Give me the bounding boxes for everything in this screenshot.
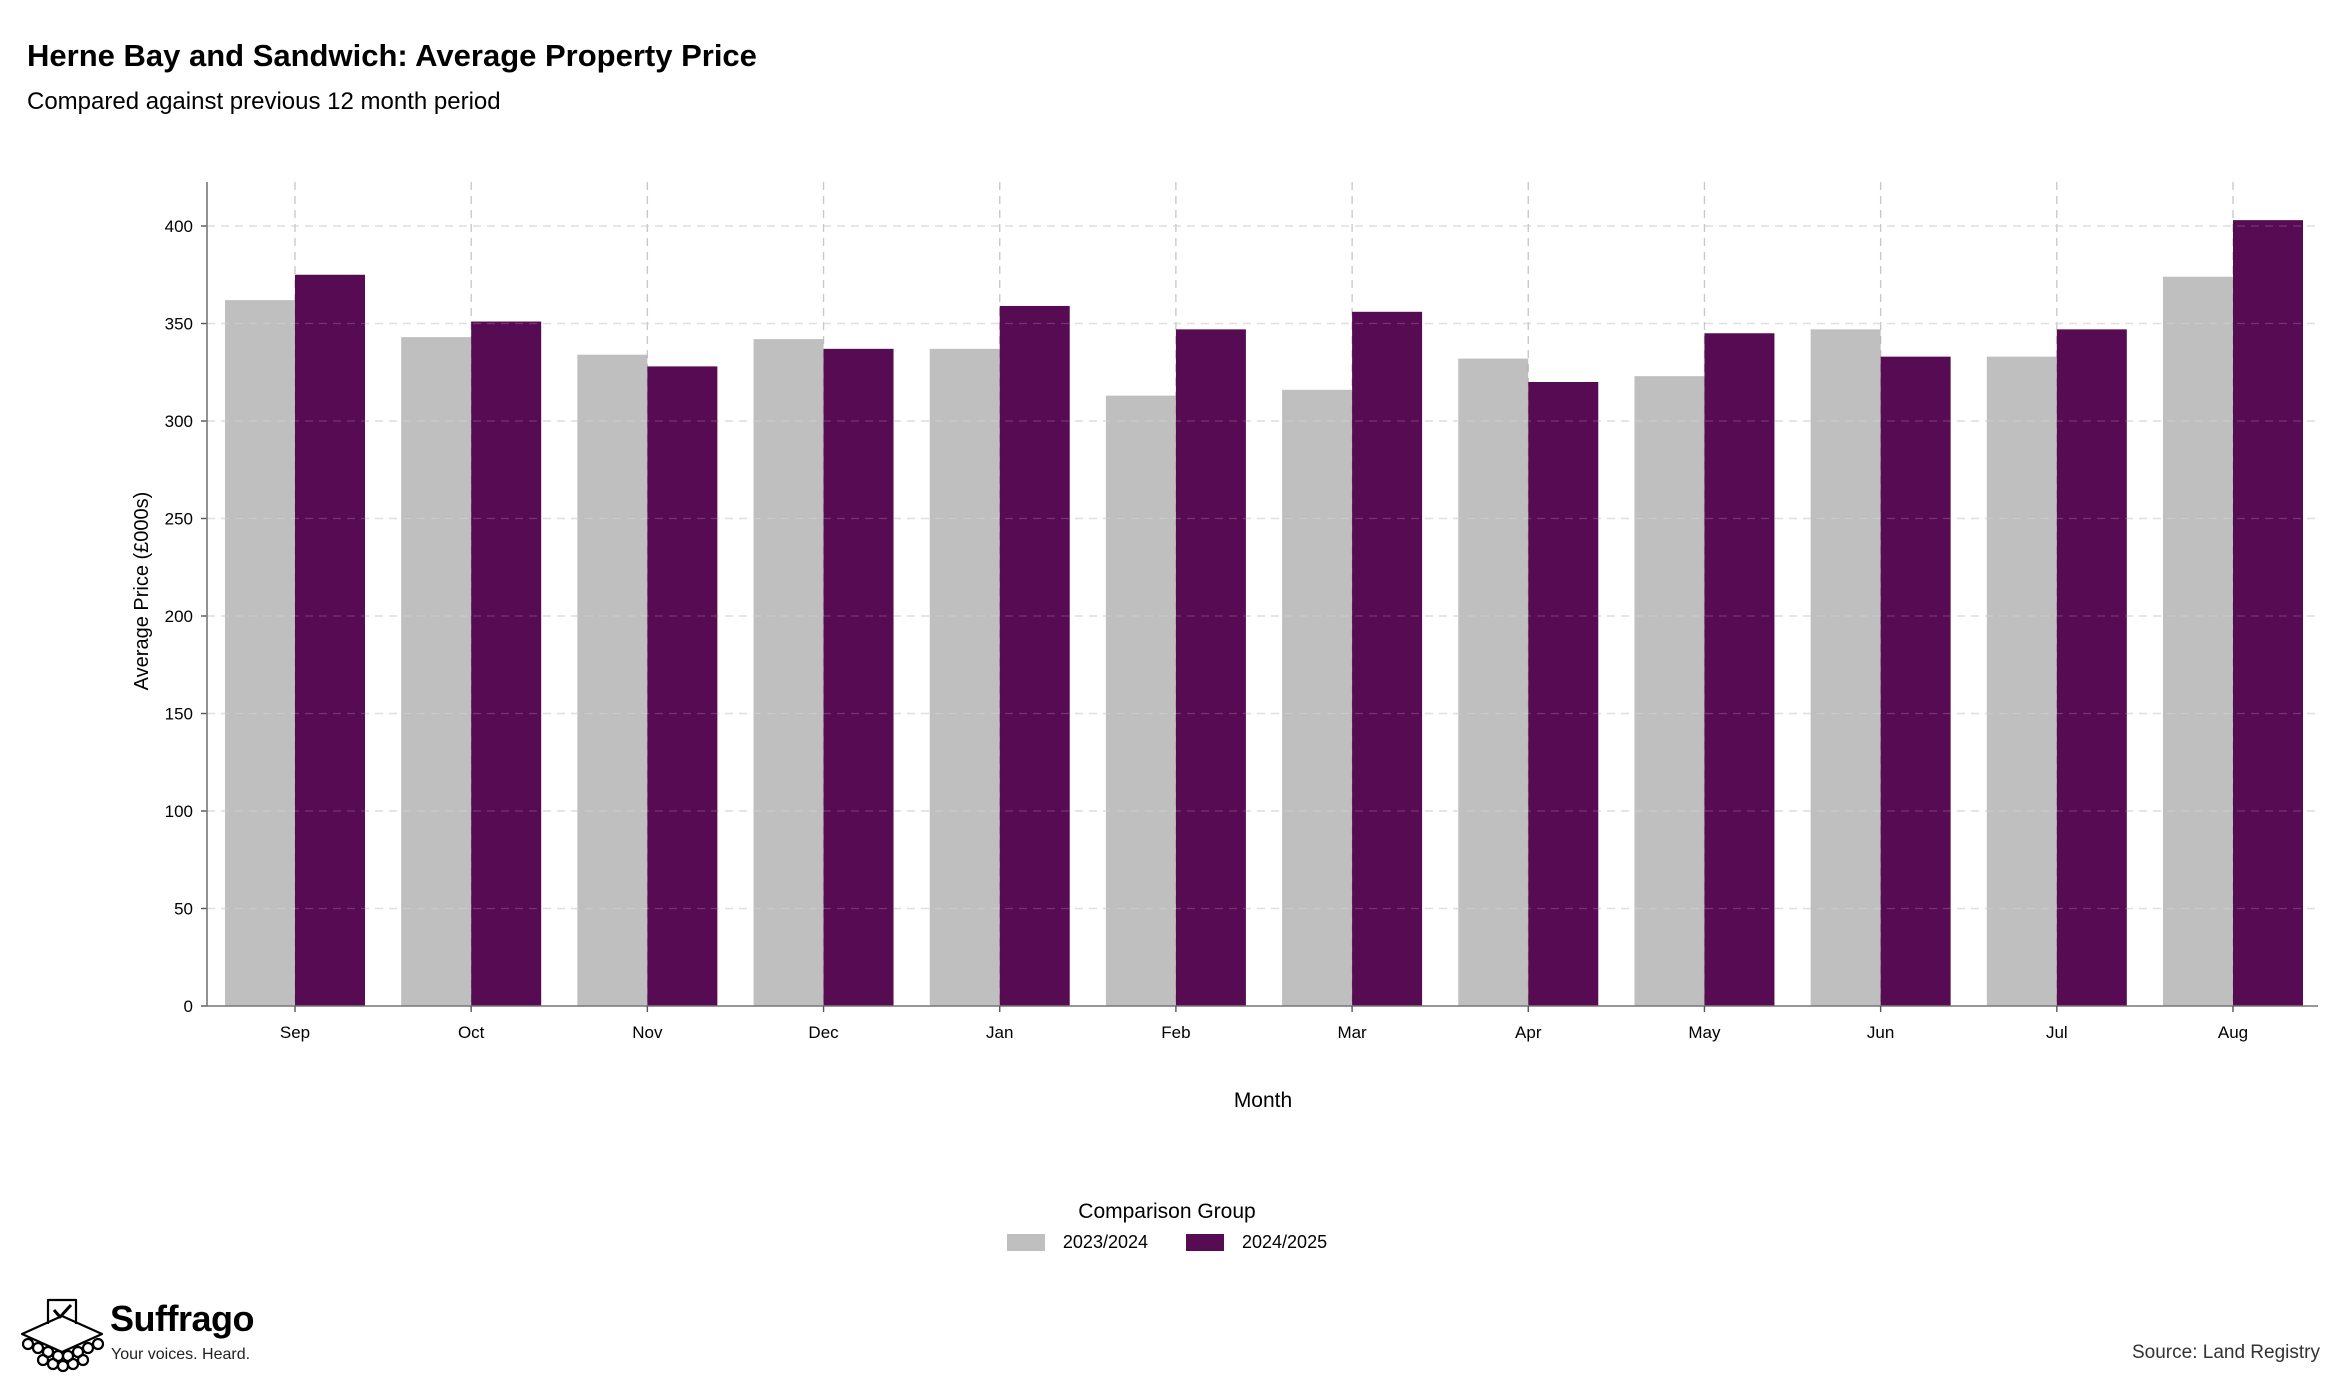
legend-swatch-2023-2024 (1006, 1234, 1045, 1251)
x-tick-label: Nov (632, 1023, 663, 1042)
y-tick-label: 0 (184, 997, 193, 1016)
legend-label-2023-2024: 2023/2024 (1062, 1232, 1148, 1252)
x-tick-label: Dec (808, 1023, 839, 1042)
bar-2023-2024-jan (929, 348, 1000, 1007)
x-tick-label: Jul (2046, 1023, 2068, 1042)
bar-2024-2025-oct (471, 321, 542, 1006)
legend: 2023/2024 2024/2025 (0, 1232, 2334, 1253)
bar-chart: 0 50 100 150 200 250 300 350 400 Sep Oct Nov Dec Jan F… (131, 182, 2318, 1112)
x-tick-label: May (1688, 1023, 1721, 1042)
x-tick-label: Jun (1867, 1023, 1894, 1042)
bar-2024-2025-nov (647, 366, 718, 1006)
x-tick-label: Jan (986, 1023, 1013, 1042)
y-tick-label: 50 (174, 900, 193, 919)
legend-item-2023-2024: 2023/2024 (1006, 1232, 1148, 1253)
bar-2024-2025-jul (2056, 329, 2127, 1007)
bar-2024-2025-feb (1175, 329, 1246, 1007)
chart-subtitle: Compared against previous 12 month perio… (27, 88, 501, 115)
bar-2023-2024-may (1634, 376, 1705, 1006)
x-tick-label: Aug (2218, 1023, 2248, 1042)
legend-title: Comparison Group (1078, 1200, 1256, 1223)
legend-swatch-2024-2025 (1186, 1234, 1224, 1251)
bar-2024-2025-aug (2233, 220, 2303, 1006)
bar-2023-2024-dec (753, 339, 824, 1007)
ballot-box-logo-icon (20, 1298, 105, 1373)
y-axis-label: Average Price (£000s) (131, 492, 153, 691)
source-note: Source: Land Registry (2132, 1342, 2320, 1363)
bar-2024-2025-dec (823, 348, 894, 1007)
bar-2023-2024-nov (577, 354, 648, 1006)
x-tick-label: Feb (1161, 1023, 1190, 1042)
bar-2024-2025-apr (1528, 382, 1599, 1006)
bar-2024-2025-jan (999, 305, 1070, 1006)
bar-2023-2024-aug (2163, 276, 2233, 1006)
bars (207, 182, 2318, 1007)
x-axis-label: Month (1234, 1089, 1292, 1112)
bar-2023-2024-feb (1105, 395, 1176, 1006)
y-tick-label: 350 (165, 315, 193, 334)
bar-2024-2025-may (1704, 333, 1775, 1006)
bar-2023-2024-sep (225, 300, 295, 1007)
y-tick-label: 100 (165, 802, 193, 821)
bar-2023-2024-apr (1458, 358, 1529, 1007)
x-tick-label: Mar (1337, 1023, 1367, 1042)
bar-2024-2025-jun (1880, 356, 1951, 1006)
y-tick-label: 400 (165, 217, 193, 236)
y-tick-label: 150 (165, 705, 193, 724)
y-tick-label: 200 (165, 607, 193, 626)
legend-item-2024-2025: 2024/2025 (1186, 1232, 1327, 1253)
bar-2023-2024-jul (1986, 356, 2057, 1006)
bar-2024-2025-sep (295, 274, 365, 1006)
axes: 0 50 100 150 200 250 300 350 400 Sep Oct Nov Dec Jan F… (165, 182, 2318, 1042)
bar-2023-2024-jun (1810, 329, 1881, 1007)
x-tick-label: Oct (458, 1023, 485, 1042)
bar-2023-2024-oct (401, 337, 472, 1006)
bar-2023-2024-mar (1282, 389, 1353, 1006)
x-tick-label: Apr (1515, 1023, 1542, 1042)
chart-title: Herne Bay and Sandwich: Average Property… (27, 38, 757, 73)
y-tick-label: 300 (165, 412, 193, 431)
brand-tagline: Your voices. Heard. (111, 1346, 251, 1363)
y-tick-label: 250 (165, 510, 193, 529)
brand-name: Suffrago (110, 1298, 255, 1339)
legend-label-2024-2025: 2024/2025 (1242, 1232, 1328, 1252)
x-tick-label: Sep (280, 1023, 310, 1042)
bar-2024-2025-mar (1352, 311, 1423, 1006)
